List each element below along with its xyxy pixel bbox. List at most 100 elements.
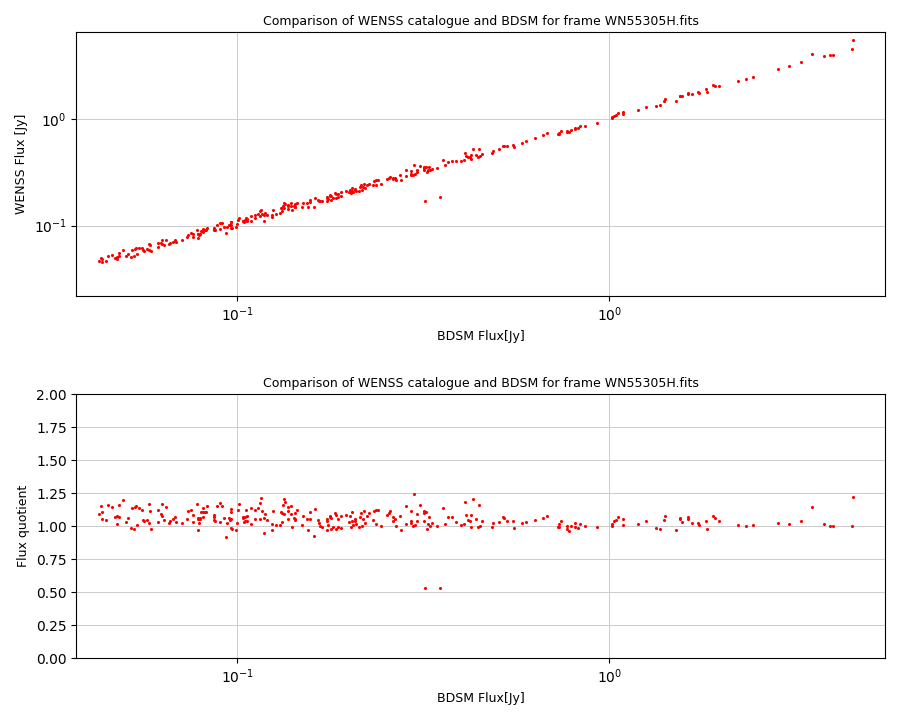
Point	[260, 209, 274, 220]
Point	[536, 130, 550, 141]
Point	[192, 517, 206, 528]
Point	[418, 195, 432, 207]
Point	[371, 174, 385, 186]
Point	[269, 208, 284, 220]
Point	[107, 252, 122, 264]
Point	[223, 514, 238, 526]
Point	[430, 520, 445, 531]
Point	[216, 513, 230, 524]
Point	[385, 174, 400, 185]
Point	[491, 516, 506, 528]
Point	[222, 512, 237, 523]
Point	[463, 151, 477, 163]
Point	[410, 508, 424, 520]
Point	[308, 192, 322, 203]
Point	[225, 523, 239, 534]
Point	[423, 164, 437, 176]
Point	[194, 225, 208, 237]
Point	[237, 217, 251, 228]
Point	[284, 197, 299, 209]
Point	[144, 246, 158, 257]
Point	[312, 195, 327, 207]
Point	[157, 515, 171, 526]
Point	[433, 191, 447, 202]
Point	[196, 502, 211, 513]
Point	[236, 215, 250, 226]
Point	[609, 514, 624, 526]
Point	[167, 235, 182, 246]
Point	[311, 514, 326, 526]
Point	[236, 513, 250, 524]
Point	[437, 160, 452, 171]
Point	[180, 513, 194, 525]
Point	[154, 508, 168, 519]
Point	[388, 513, 402, 525]
Point	[652, 523, 667, 535]
Point	[469, 513, 483, 525]
Point	[124, 251, 139, 262]
Point	[324, 190, 338, 202]
Point	[616, 107, 630, 118]
Point	[256, 512, 271, 523]
Point	[121, 512, 135, 523]
Point	[255, 492, 269, 504]
Point	[399, 500, 413, 512]
Point	[192, 513, 206, 525]
Point	[191, 228, 205, 240]
Point	[273, 207, 287, 219]
Point	[200, 500, 214, 511]
Point	[229, 524, 243, 536]
Point	[552, 521, 566, 533]
Point	[255, 208, 269, 220]
Point	[206, 509, 220, 521]
Point	[551, 521, 565, 533]
Point	[278, 496, 293, 508]
Point	[464, 149, 478, 161]
Point	[706, 510, 721, 521]
Point	[573, 120, 588, 132]
Point	[388, 172, 402, 184]
Point	[497, 512, 511, 523]
Point	[345, 505, 359, 517]
Point	[417, 507, 431, 518]
Point	[112, 500, 126, 511]
Point	[638, 101, 652, 112]
Point	[560, 523, 574, 535]
Point	[563, 521, 578, 532]
Point	[845, 43, 859, 55]
Point	[115, 244, 130, 256]
Point	[288, 201, 302, 212]
Point	[382, 172, 396, 184]
Point	[200, 222, 214, 233]
Point	[275, 205, 290, 217]
Point	[265, 524, 279, 536]
Point	[457, 147, 472, 158]
Point	[128, 501, 142, 513]
Point	[192, 228, 206, 240]
Point	[657, 510, 671, 521]
Point	[176, 234, 190, 246]
Point	[355, 521, 369, 532]
Point	[167, 510, 182, 522]
Point	[445, 155, 459, 166]
Point	[552, 127, 566, 138]
Point	[274, 202, 289, 214]
Point	[215, 500, 230, 512]
Point	[527, 514, 542, 526]
Point	[266, 518, 280, 529]
Point	[672, 90, 687, 102]
Point	[135, 242, 149, 253]
Point	[700, 523, 715, 535]
Point	[144, 523, 158, 535]
Point	[98, 515, 112, 526]
Point	[238, 515, 253, 526]
Point	[159, 501, 174, 513]
Point	[408, 168, 422, 180]
Point	[225, 222, 239, 234]
Point	[184, 228, 199, 239]
Point	[469, 149, 483, 161]
Y-axis label: WENSS Flux [Jy]: WENSS Flux [Jy]	[15, 114, 28, 214]
Point	[275, 500, 290, 511]
Point	[739, 520, 753, 531]
Point	[418, 161, 433, 173]
